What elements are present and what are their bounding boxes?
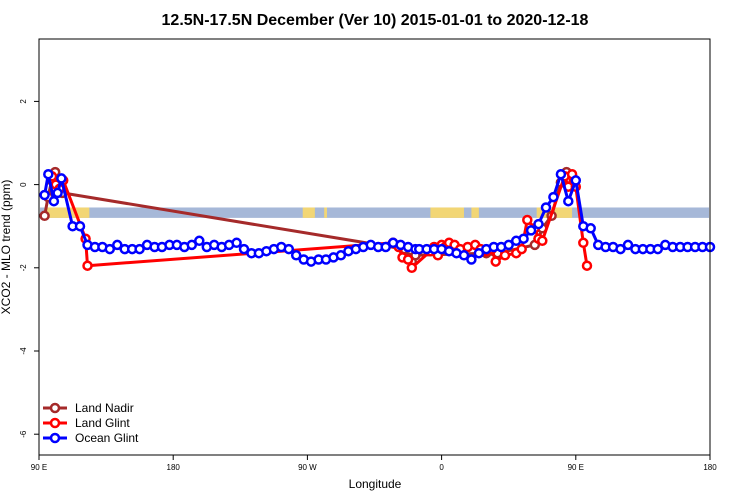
x-tick-label: 180: [703, 463, 717, 472]
legend-item: Land Glint: [43, 416, 130, 430]
data-point: [104, 243, 116, 255]
data-point: [48, 195, 60, 207]
land-band-0: [46, 207, 90, 218]
data-point: [503, 239, 514, 251]
data-point: [581, 260, 593, 271]
data-point: [56, 173, 67, 184]
y-tick-label: -2: [19, 264, 28, 272]
series-layer: [39, 166, 716, 274]
legend-label: Ocean Glint: [75, 431, 139, 445]
x-tick-label: 90 E: [568, 463, 584, 472]
data-point: [186, 239, 198, 251]
data-point: [458, 250, 470, 261]
data-point: [82, 260, 93, 271]
ocean-band: [40, 207, 709, 218]
y-tick-label: 0: [19, 182, 28, 187]
data-point: [380, 241, 391, 253]
data-point: [578, 237, 589, 249]
data-point: [466, 254, 477, 265]
data-point: [555, 168, 567, 180]
series-ocean-glint: [39, 168, 716, 267]
legend-item: Land Nadir: [43, 401, 134, 415]
chart-title: 12.5N-17.5N December (Ver 10) 2015-01-01…: [162, 12, 589, 29]
data-point: [516, 243, 527, 255]
data-point: [74, 220, 86, 232]
data-point: [652, 243, 664, 255]
land-band-2: [324, 207, 327, 218]
data-point: [540, 202, 552, 213]
legend-swatch-point: [49, 417, 61, 429]
data-point: [537, 235, 548, 247]
data-point: [499, 250, 511, 261]
data-point: [52, 187, 63, 199]
x-tick-label: 0: [439, 463, 444, 472]
land-band-4: [471, 207, 479, 218]
data-point: [585, 223, 596, 234]
data-point: [335, 250, 347, 261]
plot-frame: [38, 38, 711, 456]
data-point: [518, 233, 529, 244]
y-tick-label: -4: [19, 347, 28, 355]
data-point: [622, 239, 634, 251]
y-axis-label: XCO2 - MLO trend (ppm): [0, 180, 13, 315]
data-point: [39, 210, 50, 222]
land-band-6: [564, 207, 573, 218]
data-point: [473, 247, 485, 259]
data-point: [112, 239, 123, 251]
land-band-3: [430, 207, 464, 218]
data-point: [406, 262, 418, 274]
x-tick-label: 180: [167, 463, 181, 472]
x-axis-label: Longitude: [349, 477, 402, 491]
data-point: [39, 189, 50, 201]
legend-item: Ocean Glint: [43, 431, 139, 445]
data-point: [43, 168, 54, 180]
legend-swatch-point: [49, 402, 61, 414]
legend-swatch-point: [49, 432, 61, 444]
land-band-1: [302, 207, 315, 218]
data-point: [615, 243, 626, 255]
data-point: [134, 243, 145, 255]
data-point: [231, 237, 242, 249]
legend-label: Land Nadir: [75, 401, 134, 415]
data-point: [283, 243, 295, 255]
data-point: [533, 218, 544, 230]
data-point: [238, 243, 250, 255]
data-point: [548, 191, 559, 203]
data-point: [525, 225, 537, 236]
x-axis: 90 E 180 90 W 0 90 E 180: [31, 455, 717, 472]
data-point: [402, 254, 414, 265]
data-point: [522, 214, 533, 226]
data-point: [563, 195, 574, 207]
legend-label: Land Glint: [75, 416, 130, 430]
data-point: [490, 256, 501, 267]
y-tick-label: 2: [19, 99, 28, 104]
y-axis: 2 0 -2 -4 -6: [19, 99, 39, 438]
data-point: [290, 250, 302, 261]
y-tick-label: -6: [19, 430, 28, 438]
land-mask: [40, 207, 709, 218]
data-point: [570, 175, 582, 186]
data-point: [194, 235, 205, 247]
x-tick-label: 90 E: [31, 463, 47, 472]
x-tick-label: 90 W: [298, 463, 317, 472]
